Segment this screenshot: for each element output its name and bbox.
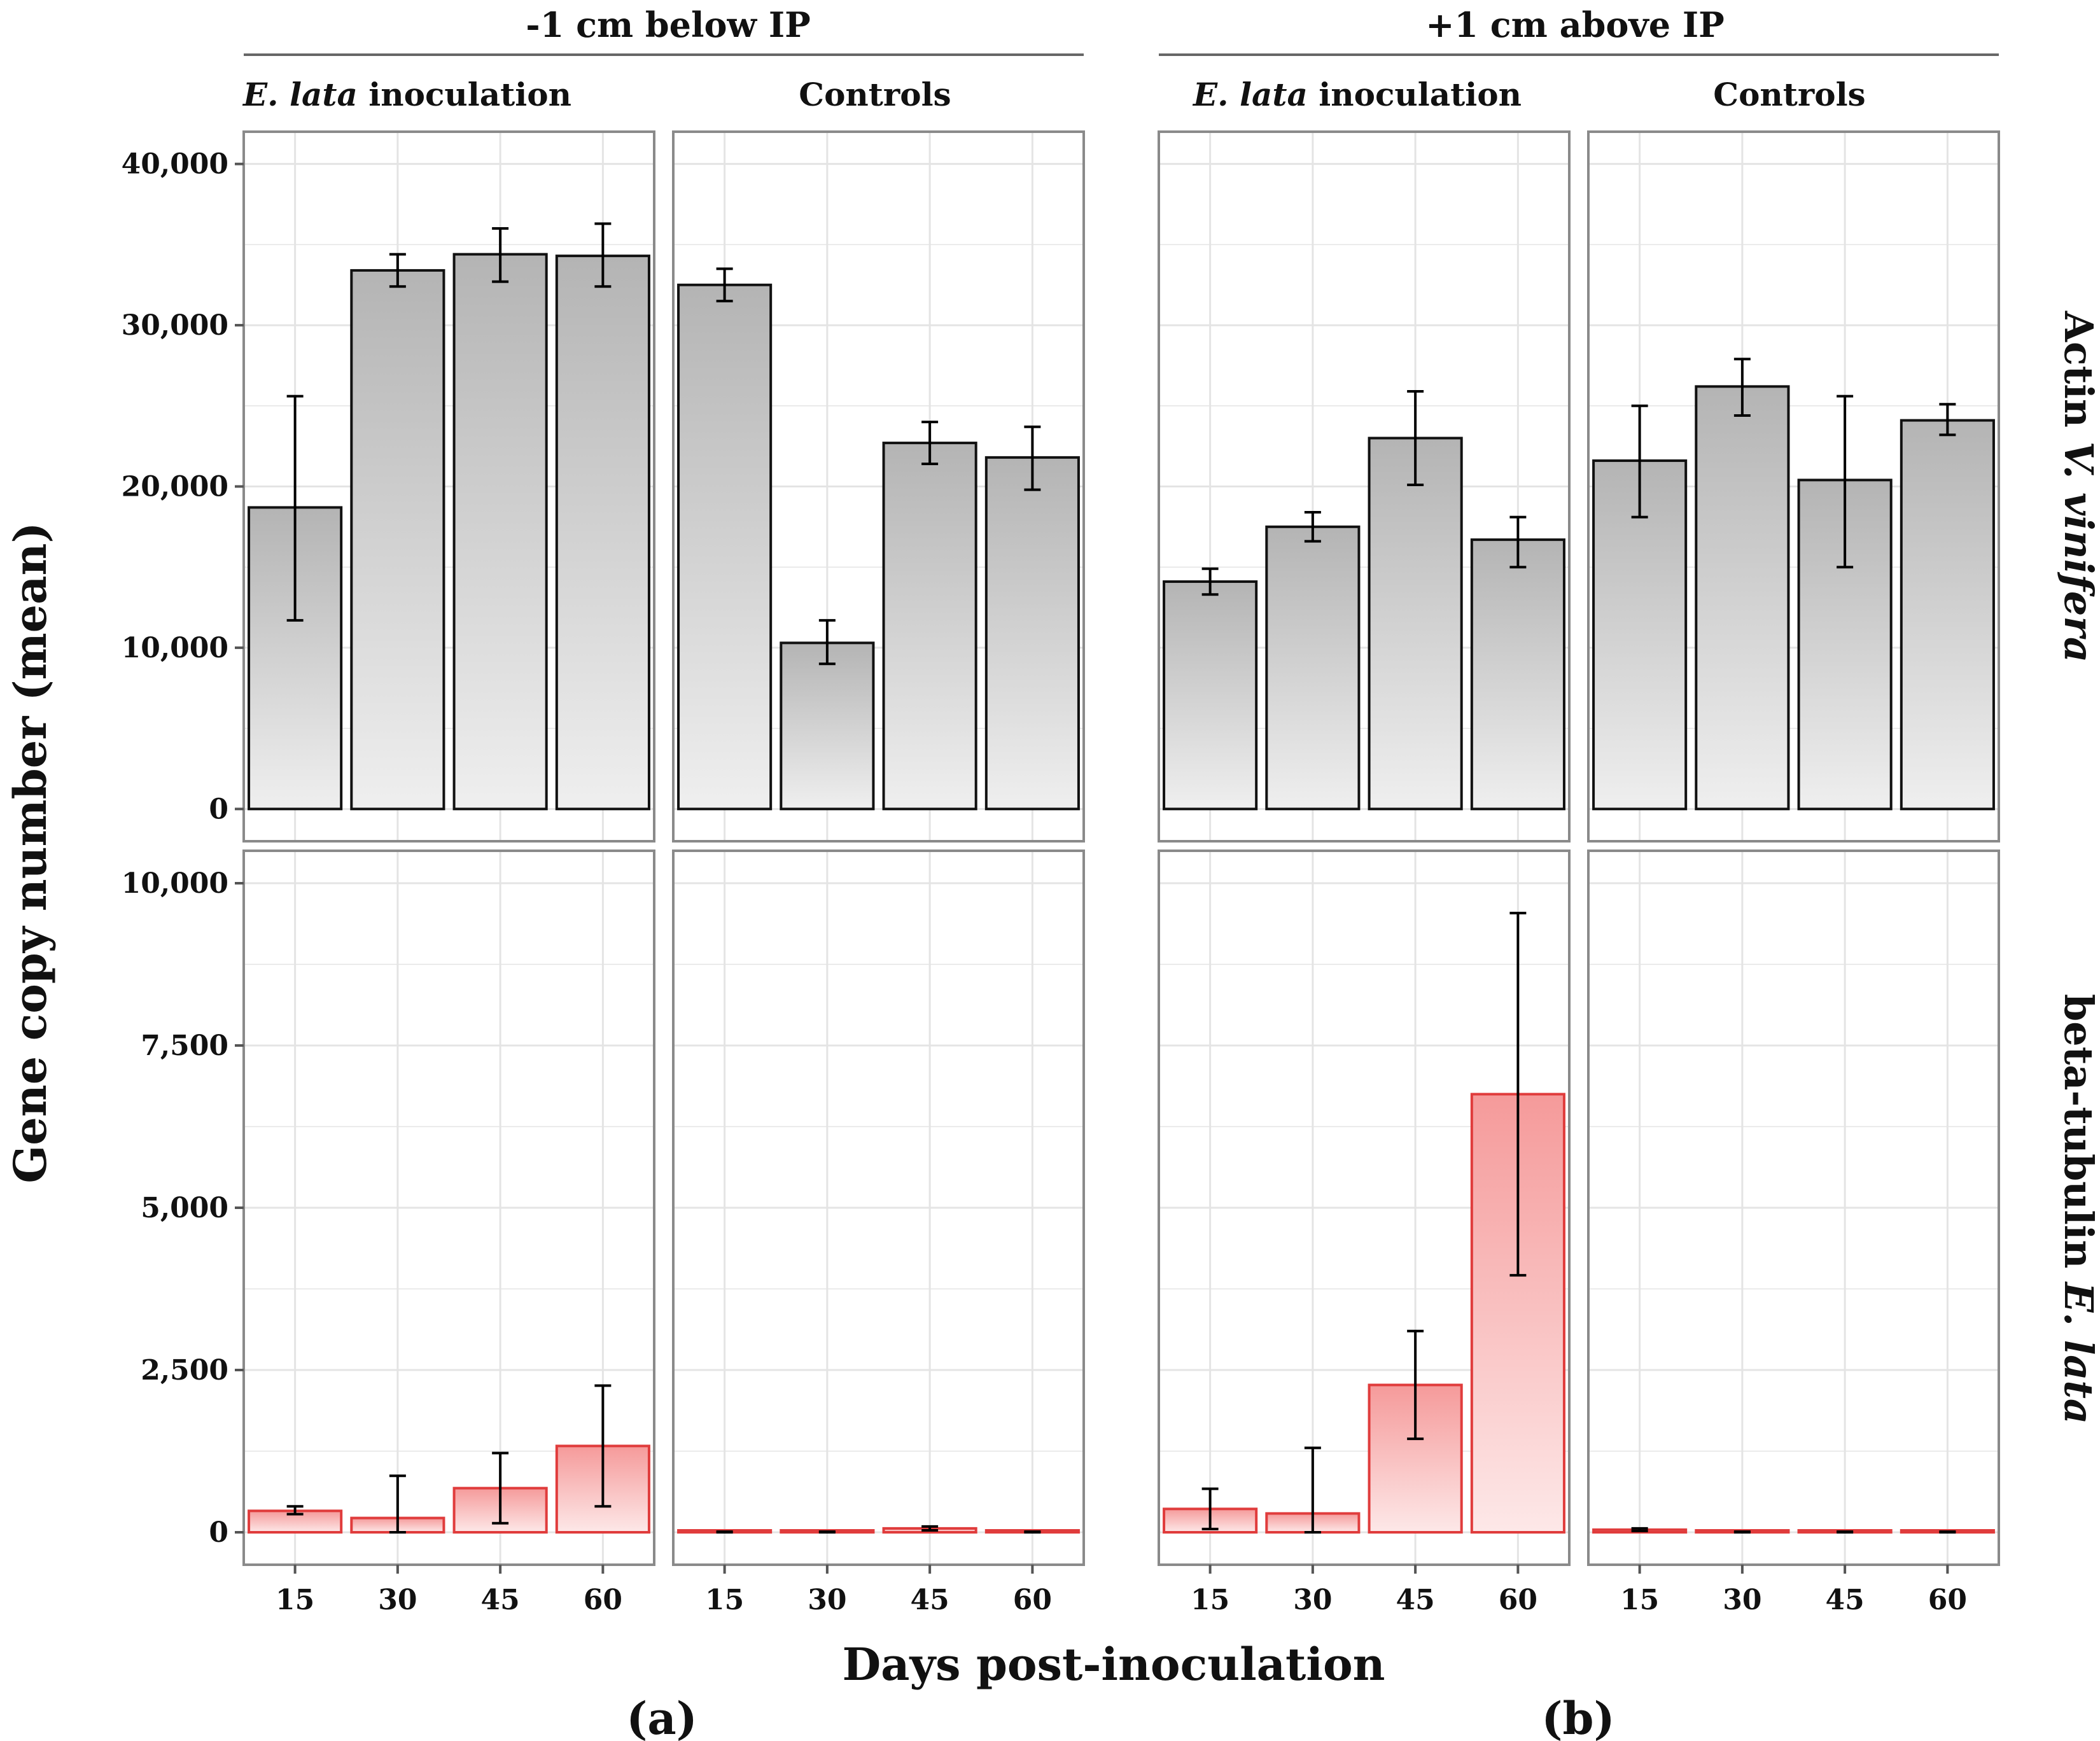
- x-tick-label: 60: [584, 1584, 622, 1616]
- x-tick-label: 30: [1293, 1584, 1332, 1616]
- error-bar-day-30: [389, 1474, 406, 1534]
- y-tick-label: 2,500: [141, 1354, 228, 1387]
- y-tick-label: 0: [209, 793, 228, 825]
- x-tick-label: 30: [378, 1584, 417, 1616]
- group-label-below: -1 cm below IP: [526, 4, 810, 45]
- error-bar-day-30: [1304, 511, 1321, 543]
- x-tick-label: 45: [1826, 1584, 1865, 1616]
- error-bar-day-15: [1201, 1487, 1219, 1530]
- facet-panels: 0 10,000 20,000 30,000 40,000 0 2,500 5,000 7,50…: [122, 130, 2000, 1616]
- bar-day-60: [1900, 419, 1995, 811]
- x-tick-label: 15: [1191, 1584, 1229, 1616]
- error-bar-day-60: [1509, 515, 1527, 569]
- error-bar-day-45: [492, 1451, 509, 1525]
- error-bar-day-15: [286, 395, 304, 622]
- column-label-4: Controls: [1713, 76, 1865, 113]
- panel-r1-c3: [1158, 130, 1571, 843]
- row-label-tubulin: beta-tubulin E. lata: [2055, 994, 2100, 1424]
- panel-border: [1587, 850, 2000, 1566]
- error-bar-day-15: [1631, 1527, 1648, 1532]
- panel-border: [672, 850, 1085, 1566]
- panel-tag-a: (a): [626, 1692, 697, 1741]
- y-tick-label: 40,000: [122, 148, 228, 181]
- group-label-above: +1 cm above IP: [1425, 4, 1725, 45]
- column-label-2: Controls: [799, 76, 951, 113]
- error-bar-day-15: [1201, 567, 1219, 596]
- y-axis-title: Gene copy number (mean): [4, 522, 57, 1183]
- column-label-3: E. lata inoculation: [1192, 76, 1522, 113]
- panel-tag-b: (b): [1541, 1692, 1614, 1741]
- panel-r2-c4: 15 30 45 60: [1587, 850, 2000, 1616]
- error-bar-day-30: [1304, 1446, 1321, 1534]
- y-tick-label: 5,000: [141, 1192, 228, 1224]
- bar-day-30: [780, 641, 875, 811]
- bar-day-15: [677, 283, 773, 811]
- panel-r2-c3: 15 30 45 60: [1158, 850, 1571, 1616]
- bar-day-60: [984, 456, 1080, 811]
- panel-r1-c2: [672, 130, 1085, 843]
- error-bar-day-15: [716, 267, 733, 303]
- panel-r2-c2: 15 30 45 60: [672, 850, 1085, 1616]
- error-bar-day-60: [1024, 425, 1041, 491]
- x-tick-label: 45: [1396, 1584, 1435, 1616]
- error-bar-day-30: [389, 253, 406, 288]
- x-tick-label: 45: [911, 1584, 949, 1616]
- panel-r2-c1: 0 2,500 5,000 7,500 10,000 15 30 45 60: [122, 850, 655, 1616]
- error-bar-day-45: [921, 421, 939, 466]
- x-tick-label: 60: [1013, 1584, 1052, 1616]
- x-tick-label: 60: [1499, 1584, 1537, 1616]
- error-bar-day-30: [1733, 358, 1751, 417]
- x-tick-label: 30: [808, 1584, 846, 1616]
- row-label-actin: Actin V. vinifera: [2055, 311, 2100, 662]
- y-tick-label: 7,500: [141, 1030, 228, 1062]
- error-bar-day-15: [1631, 404, 1648, 519]
- bar-day-15: [1163, 580, 1258, 811]
- bar-day-45: [882, 442, 977, 811]
- error-bar-day-45: [1407, 1329, 1424, 1441]
- panel-border: [672, 130, 1085, 843]
- bar-day-60: [1470, 538, 1565, 811]
- x-axis-title: Days post-inoculation: [842, 1638, 1385, 1691]
- x-tick-label: 15: [276, 1584, 314, 1616]
- x-tick-label: 60: [1928, 1584, 1967, 1616]
- error-bar-day-60: [1939, 403, 1956, 437]
- error-bar-day-45: [492, 227, 509, 283]
- error-bar-day-60: [1509, 911, 1527, 1277]
- x-tick-label: 15: [705, 1584, 744, 1616]
- y-tick-label: 0: [209, 1516, 228, 1549]
- x-tick-label: 30: [1723, 1584, 1761, 1616]
- panel-r1-c1: 0 10,000 20,000 30,000 40,000: [122, 130, 655, 843]
- y-tick-label: 10,000: [122, 867, 228, 900]
- error-bar-day-45: [1837, 395, 1854, 569]
- x-tick-label: 15: [1620, 1584, 1659, 1616]
- error-bar-day-45: [921, 1525, 939, 1532]
- error-bar-day-15: [286, 1505, 304, 1516]
- column-label-1: E. lata inoculation: [242, 76, 571, 113]
- error-bar-day-60: [594, 222, 612, 288]
- panel-border: [1158, 130, 1571, 843]
- panel-border: [1158, 850, 1571, 1566]
- error-bar-day-30: [818, 619, 836, 666]
- error-bar-day-45: [1407, 389, 1424, 486]
- x-tick-label: 45: [481, 1584, 520, 1616]
- bar-day-30: [350, 269, 445, 811]
- panel-r1-c4: [1587, 130, 2000, 843]
- bar-day-30: [1265, 525, 1361, 811]
- bar-day-30: [1695, 385, 1790, 811]
- panel-border: [1587, 130, 2000, 843]
- bar-day-60: [555, 255, 650, 811]
- y-tick-label: 10,000: [122, 632, 228, 664]
- error-bar-day-60: [594, 1384, 612, 1508]
- bar-day-45: [452, 253, 548, 811]
- y-tick-label: 20,000: [122, 471, 228, 503]
- bar-day-45: [1368, 437, 1463, 811]
- y-tick-label: 30,000: [122, 309, 228, 342]
